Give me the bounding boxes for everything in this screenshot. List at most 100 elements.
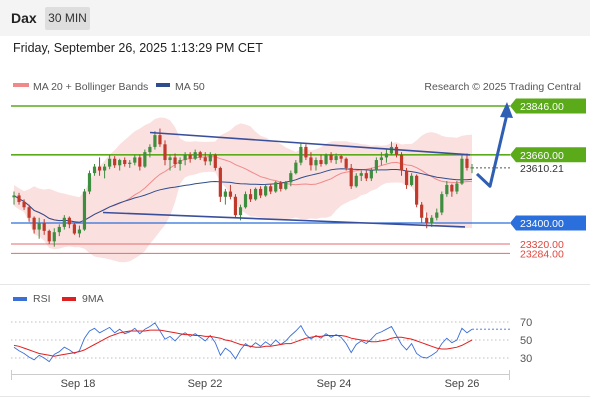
candle-body [158,135,162,145]
header-bar: Dax 30 MIN [0,0,590,36]
candle-body [218,167,222,197]
candle [148,144,152,158]
candle [334,153,338,164]
candle [359,170,363,182]
timeframe-button[interactable]: 30 MIN [45,7,90,30]
candle-body [82,191,87,230]
ma20-legend-swatch [13,83,29,87]
candles [12,128,474,247]
candle-body [213,154,217,168]
candle [248,188,253,203]
price-label-box [510,98,586,114]
candle-body [269,186,273,192]
candle-body [208,154,212,162]
price-label-text: 23400.00 [520,218,564,230]
candle [208,152,212,166]
candle [420,202,424,223]
candle [465,153,469,171]
candle [269,183,273,195]
candle-body [264,186,268,196]
candle-body [344,158,348,168]
candle [158,128,162,147]
candle-body [77,229,82,234]
candle [118,158,122,171]
candle-body [284,182,288,189]
candle-body [193,152,197,159]
candle [243,191,248,209]
candle-body [394,146,399,155]
scenario-arrow [475,102,513,188]
candle [97,157,102,176]
candle-body [324,154,328,164]
candle-body [233,196,238,216]
candle-body [148,146,152,153]
symbol-label: Dax [11,10,37,26]
candle-body [415,175,419,205]
candle-body [445,184,449,195]
channel-lower-line [102,211,466,228]
candle [450,183,454,197]
candle-body [384,153,389,158]
price-label-box [510,215,586,231]
ma50-legend-swatch [156,83,170,87]
candle-body [92,166,97,174]
candle-body [178,160,182,164]
candle-body [354,175,358,187]
ma9-line [13,329,473,357]
candle-body [425,217,429,223]
channel-upper-line [149,131,471,156]
candle-body [435,212,439,218]
candle [32,216,36,234]
candle [153,131,157,150]
candle [369,167,373,182]
candle-body [203,157,207,162]
candle-body [460,158,464,184]
candle-body [253,188,258,200]
candle-body [410,175,414,185]
candle-body [118,160,122,166]
rsi-tick-50: 50 [520,335,532,347]
candle-body [465,158,469,168]
bollinger-band-area [14,117,472,263]
ma9-legend-label: 9MA [82,293,104,305]
candle [37,217,41,239]
x-tick-sep-26: Sep 26 [445,378,480,390]
candle [102,163,107,179]
x-tick-sep-18: Sep 18 [61,378,96,390]
candle-body [399,154,404,171]
candle-body [168,157,172,161]
candle [67,216,71,229]
candle-body [404,170,409,185]
candle [410,173,414,187]
candle-body [223,191,227,197]
candle [264,184,268,197]
candle [324,153,328,166]
candle-body [123,160,127,164]
candle-body [153,135,157,147]
candle-body [379,157,384,161]
rsi-tick-70: 70 [520,317,532,329]
candle [198,150,202,161]
candle [404,167,409,189]
candle [17,192,21,205]
price-label-text: 23284.00 [520,248,564,260]
rsi-legend-swatch [13,297,27,301]
scenario-arrow-path [475,113,509,188]
candle [183,152,187,166]
candle [128,160,132,168]
candle [379,152,384,166]
candle-body [430,217,434,223]
candle-body [32,217,36,230]
candle [228,184,233,200]
candle-body [314,160,318,166]
candle-body [183,154,187,161]
candle [279,181,283,192]
candle-body [289,173,293,183]
candle [87,170,92,195]
candle [445,181,449,197]
candle [218,166,222,203]
candle [364,170,368,182]
ma9-legend-swatch [62,297,76,301]
price-label-23320.00: 23320.00 [520,239,564,251]
candle [354,173,358,188]
